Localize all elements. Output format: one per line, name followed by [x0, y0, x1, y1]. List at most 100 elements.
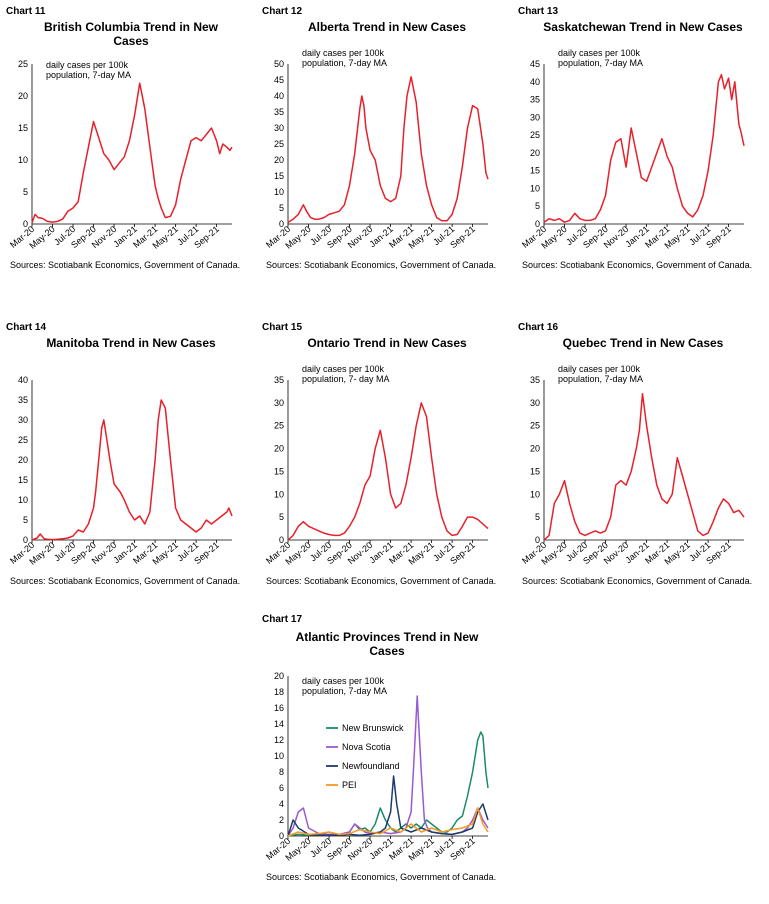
chart-svg: 05101520253035Mar-20May-20Jul-20Sep-20No… — [520, 364, 745, 567]
chart-source: Sources: Scotiabank Economics, Governmen… — [10, 260, 241, 270]
y-tick-label: 30 — [18, 415, 28, 425]
chart-source: Sources: Scotiabank Economics, Governmen… — [10, 576, 241, 586]
chart-title: Quebec Trend in New Cases — [562, 336, 724, 350]
y-tick-label: 0 — [279, 535, 284, 545]
series-line — [31, 399, 233, 541]
series-line-newfoundland — [287, 775, 489, 837]
chart-svg: 0510152025303540Mar-20May-20Jul-20Sep-20… — [8, 375, 233, 567]
y-tick-label: 15 — [530, 466, 540, 476]
chart-title: Ontario Trend in New Cases — [307, 336, 467, 350]
y-tick-label: 5 — [279, 512, 284, 522]
legend-entry: New Brunswick — [342, 723, 404, 733]
y-tick-label: 6 — [279, 783, 284, 793]
chart-source: Sources: Scotiabank Economics, Governmen… — [266, 260, 497, 270]
y-tick-label: 18 — [274, 687, 284, 697]
y-tick-label: 25 — [18, 59, 28, 69]
y-tick-label: 20 — [18, 91, 28, 101]
y-tick-label: 35 — [274, 375, 284, 385]
chart-14: Chart 14 Manitoba Trend in New Cases 0 5 10 1… — [6, 322, 256, 607]
y-tick-label: 35 — [18, 395, 28, 405]
chart-note: daily cases per 100k population, 7-day MA — [302, 676, 387, 696]
series-line — [31, 82, 233, 223]
chart-source: Sources: Scotiabank Economics, Governmen… — [266, 872, 497, 882]
y-tick-label: 16 — [274, 703, 284, 713]
chart-number: Chart 17 — [262, 614, 303, 625]
chart-number: Chart 14 — [6, 322, 47, 333]
y-tick-label: 40 — [274, 91, 284, 101]
y-tick-label: 20 — [530, 444, 540, 454]
y-tick-label: 30 — [274, 123, 284, 133]
y-tick-label: 35 — [530, 95, 540, 105]
series-line — [543, 73, 745, 223]
y-tick-label: 20 — [530, 148, 540, 158]
y-tick-label: 30 — [530, 112, 540, 122]
y-tick-label: 14 — [274, 719, 284, 729]
y-tick-label: 0 — [535, 219, 540, 229]
chart-title: Manitoba Trend in New Cases — [46, 336, 216, 350]
chart-source: Sources: Scotiabank Economics, Governmen… — [522, 260, 753, 270]
y-tick-label: 35 — [274, 107, 284, 117]
y-tick-label: 10 — [530, 489, 540, 499]
y-tick-label: 8 — [279, 767, 284, 777]
chart-svg: 05101520253035404550Mar-20May-20Jul-20Se… — [264, 48, 489, 251]
y-tick-label: 40 — [18, 375, 28, 385]
y-tick-label: 35 — [530, 375, 540, 385]
chart-svg: 05101520253035Mar-20May-20Jul-20Sep-20No… — [264, 364, 489, 567]
y-tick-label: 45 — [274, 75, 284, 85]
chart-number: Chart 12 — [262, 6, 303, 17]
chart-source: Sources: Scotiabank Economics, Governmen… — [522, 576, 753, 586]
chart-12: Chart 12 Alberta Trend in New Cases 0 5 10 15… — [262, 6, 512, 291]
y-tick-label: 10 — [274, 489, 284, 499]
y-tick-label: 20 — [18, 455, 28, 465]
y-tick-label: 10 — [274, 751, 284, 761]
y-tick-label: 10 — [274, 187, 284, 197]
y-tick-label: 25 — [530, 130, 540, 140]
y-tick-label: 15 — [18, 475, 28, 485]
chart-source: Sources: Scotiabank Economics, Governmen… — [266, 576, 497, 586]
chart-title: Alberta Trend in New Cases — [307, 20, 467, 34]
chart-title: Saskatchewan Trend in New Cases — [543, 20, 743, 34]
y-tick-label: 5 — [23, 187, 28, 197]
y-tick-label: 45 — [530, 59, 540, 69]
y-tick-label: 10 — [18, 495, 28, 505]
y-tick-label: 5 — [535, 201, 540, 211]
series-line-pei — [287, 807, 489, 837]
y-tick-label: 40 — [530, 77, 540, 87]
chart-title: Atlantic Provinces Trend in New Cases — [295, 630, 479, 658]
y-tick-label: 0 — [279, 219, 284, 229]
y-tick-label: 15 — [274, 466, 284, 476]
y-tick-label: 15 — [18, 123, 28, 133]
y-tick-label: 20 — [274, 155, 284, 165]
chart-17: Chart 17 Atlantic Provinces Trend in New … — [262, 614, 512, 904]
chart-13: Chart 13 Saskatchewan Trend in New Cases 0… — [518, 6, 768, 291]
y-tick-label: 15 — [530, 166, 540, 176]
y-tick-label: 10 — [18, 155, 28, 165]
series-line — [287, 76, 489, 224]
chart-number: Chart 16 — [518, 322, 559, 333]
y-tick-label: 5 — [23, 515, 28, 525]
y-tick-label: 0 — [23, 535, 28, 545]
chart-note: daily cases per 100k population, 7-day MA — [558, 48, 643, 68]
y-tick-label: 2 — [279, 815, 284, 825]
y-tick-label: 50 — [274, 59, 284, 69]
y-tick-label: 0 — [23, 219, 28, 229]
chart-number: Chart 15 — [262, 322, 303, 333]
chart-svg: 0510152025Mar-20May-20Jul-20Sep-20Nov-20… — [8, 59, 233, 251]
y-tick-label: 30 — [274, 398, 284, 408]
y-tick-label: 10 — [530, 183, 540, 193]
legend-entry: Nova Scotia — [342, 742, 391, 752]
y-tick-label: 12 — [274, 735, 284, 745]
y-tick-label: 5 — [279, 203, 284, 213]
y-tick-label: 0 — [279, 831, 284, 841]
series-line — [543, 392, 745, 541]
chart-15: Chart 15 Ontario Trend in New Cases 0 5 10 15… — [262, 322, 512, 607]
chart-11: Chart 11 British Columbia Trend in New Ca… — [6, 6, 256, 291]
y-tick-label: 25 — [18, 435, 28, 445]
y-tick-label: 30 — [530, 398, 540, 408]
y-tick-label: 20 — [274, 671, 284, 681]
chart-number: Chart 13 — [518, 6, 559, 17]
chart-16: Chart 16 Quebec Trend in New Cases 0 5 10 15 2… — [518, 322, 768, 607]
chart-number: Chart 11 — [6, 6, 46, 17]
y-tick-label: 15 — [274, 171, 284, 181]
legend-entry: PEI — [342, 780, 357, 790]
